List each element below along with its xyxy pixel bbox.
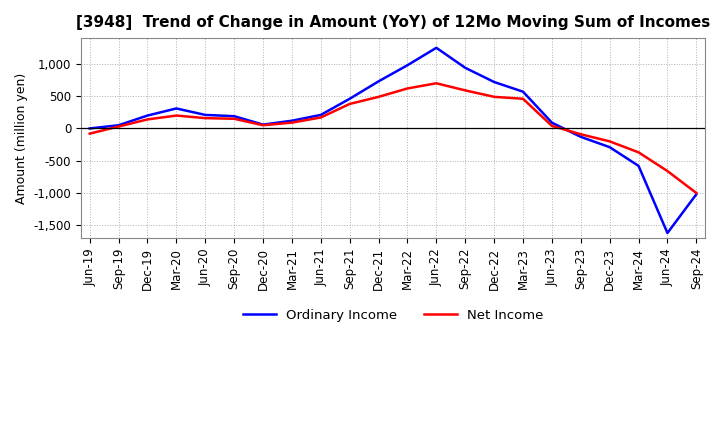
Ordinary Income xyxy=(606,144,614,150)
Net Income xyxy=(143,117,152,122)
Ordinary Income xyxy=(634,163,643,169)
Ordinary Income xyxy=(317,112,325,117)
Ordinary Income xyxy=(490,79,498,84)
Net Income xyxy=(114,124,123,129)
Ordinary Income xyxy=(143,113,152,118)
Net Income xyxy=(634,150,643,155)
Ordinary Income xyxy=(432,45,441,51)
Line: Net Income: Net Income xyxy=(90,83,696,193)
Y-axis label: Amount (million yen): Amount (million yen) xyxy=(15,73,28,204)
Net Income xyxy=(577,132,585,137)
Net Income xyxy=(548,123,557,128)
Net Income xyxy=(258,123,267,128)
Ordinary Income xyxy=(461,65,469,70)
Net Income xyxy=(172,113,181,118)
Net Income xyxy=(317,115,325,120)
Ordinary Income xyxy=(548,120,557,125)
Ordinary Income xyxy=(258,122,267,127)
Ordinary Income xyxy=(577,134,585,139)
Net Income xyxy=(692,191,701,196)
Net Income xyxy=(461,88,469,93)
Net Income xyxy=(287,120,296,125)
Net Income xyxy=(230,116,238,121)
Ordinary Income xyxy=(403,62,412,68)
Ordinary Income xyxy=(114,123,123,128)
Net Income xyxy=(518,96,527,101)
Ordinary Income xyxy=(172,106,181,111)
Net Income xyxy=(606,139,614,144)
Ordinary Income xyxy=(663,231,672,236)
Ordinary Income xyxy=(374,79,383,84)
Ordinary Income xyxy=(692,192,701,197)
Title: [3948]  Trend of Change in Amount (YoY) of 12Mo Moving Sum of Incomes: [3948] Trend of Change in Amount (YoY) o… xyxy=(76,15,710,30)
Net Income xyxy=(201,115,210,121)
Ordinary Income xyxy=(201,112,210,117)
Net Income xyxy=(432,81,441,86)
Net Income xyxy=(346,101,354,106)
Ordinary Income xyxy=(346,96,354,101)
Net Income xyxy=(403,86,412,91)
Ordinary Income xyxy=(518,89,527,94)
Net Income xyxy=(490,94,498,99)
Net Income xyxy=(86,131,94,136)
Ordinary Income xyxy=(287,118,296,123)
Legend: Ordinary Income, Net Income: Ordinary Income, Net Income xyxy=(238,304,549,328)
Ordinary Income xyxy=(86,126,94,131)
Ordinary Income xyxy=(230,114,238,119)
Net Income xyxy=(374,94,383,99)
Net Income xyxy=(663,169,672,174)
Line: Ordinary Income: Ordinary Income xyxy=(90,48,696,233)
